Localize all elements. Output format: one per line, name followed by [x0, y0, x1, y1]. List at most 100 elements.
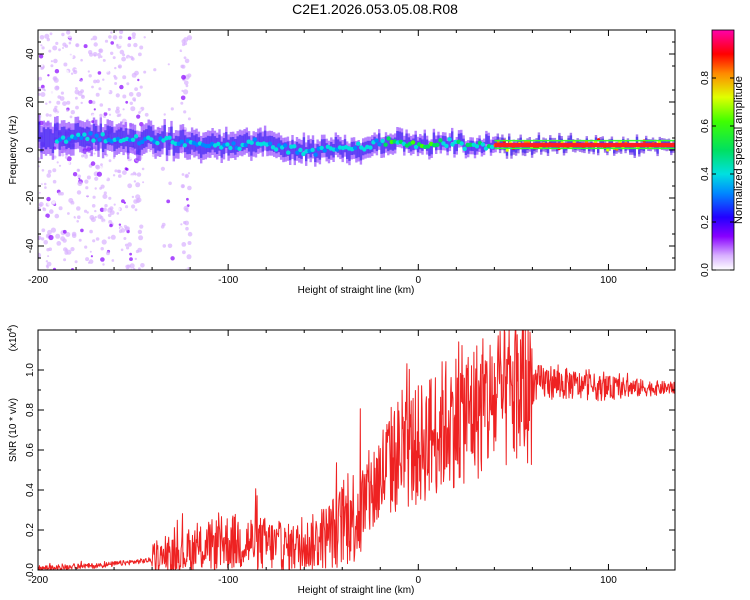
noise-dot — [84, 204, 89, 209]
noise-dot — [42, 87, 45, 91]
noise-dot — [143, 70, 147, 74]
noise-dot — [107, 236, 111, 240]
spectrogram-band-core — [120, 127, 123, 146]
spectrogram-band-core — [236, 136, 239, 152]
spectrogram-band-core — [88, 127, 91, 147]
spectrogram-band-core — [302, 137, 306, 152]
noise-dot — [136, 114, 141, 119]
noise-dot — [127, 183, 133, 189]
noise-dot — [113, 203, 116, 206]
noise-dot — [47, 91, 51, 95]
spectrogram-band-core — [238, 134, 242, 151]
ridge-point — [60, 135, 66, 140]
noise-dot — [73, 57, 79, 63]
noise-dot — [57, 112, 62, 117]
noise-dot — [108, 108, 111, 111]
noise-dot — [107, 213, 112, 218]
noise-dot — [183, 263, 189, 269]
noise-dot — [92, 195, 96, 199]
noise-dot — [65, 232, 71, 237]
noise-dot — [61, 153, 65, 157]
noise-dot — [75, 161, 80, 167]
noise-dot — [56, 161, 59, 164]
spectrogram-band-core — [530, 146, 534, 155]
noise-dot — [185, 174, 188, 178]
noise-dot — [127, 43, 132, 48]
noise-dot — [40, 237, 45, 241]
ridge-point — [133, 134, 139, 139]
noise-dot — [136, 92, 142, 97]
spectrogram-band-core — [642, 143, 646, 152]
noise-dot — [58, 175, 64, 181]
spectrogram-band-core — [457, 133, 461, 145]
noise-dot — [49, 209, 54, 214]
noise-dot — [63, 62, 68, 67]
noise-dot — [50, 227, 57, 233]
noise-dot — [44, 186, 47, 189]
noise-dot — [43, 216, 48, 222]
noise-dot — [49, 32, 53, 36]
spectrogram-band-core — [179, 130, 182, 148]
noise-dot — [114, 82, 118, 85]
noise-dot — [100, 257, 105, 262]
y-scale-multiplier: (x104) — [7, 325, 19, 352]
noise-dot — [76, 206, 81, 211]
noise-dot — [133, 199, 138, 204]
spectrogram-band-core — [165, 138, 169, 156]
ridge-point — [368, 145, 373, 150]
noise-dot — [41, 228, 46, 233]
noise-dot — [103, 54, 109, 60]
spectrogram-band-core — [40, 132, 43, 153]
ridge-point — [310, 147, 315, 153]
noise-dot — [89, 250, 92, 253]
noise-dot — [94, 216, 97, 219]
ridge-point — [127, 137, 133, 143]
noise-dot — [62, 47, 64, 49]
noise-dot — [54, 69, 60, 74]
spectrogram-band-core — [355, 145, 358, 159]
noise-dot — [52, 200, 56, 205]
noise-dot — [112, 190, 115, 193]
top-x-tick-label: -100 — [218, 275, 238, 286]
ridge-point — [298, 147, 303, 153]
noise-dot — [181, 184, 185, 188]
noise-dot — [52, 168, 57, 173]
ridge-point — [140, 139, 145, 145]
spectrogram-band-core — [597, 145, 600, 153]
spectrogram-band-core — [428, 144, 431, 156]
spectrogram-band-core — [172, 138, 175, 156]
colorbar-tick-label: 0.0 — [700, 263, 711, 277]
noise-dot — [92, 222, 97, 227]
noise-dot — [118, 223, 122, 226]
noise-dot — [94, 209, 97, 213]
spectrogram-band-core — [305, 147, 308, 162]
ridge-point — [362, 147, 367, 152]
noise-dot — [80, 205, 85, 209]
noise-dot — [61, 32, 65, 37]
spectrogram-band-core — [284, 142, 287, 157]
noise-dot — [104, 39, 109, 43]
ridge-point — [462, 146, 467, 151]
noise-dot — [131, 78, 137, 84]
noise-dot — [161, 222, 166, 227]
spectrogram-band-core — [323, 139, 326, 153]
noise-dot — [131, 57, 135, 61]
spectrogram-band-core — [398, 131, 401, 144]
noise-dot — [110, 234, 116, 240]
noise-dot — [181, 47, 186, 52]
noise-dot — [160, 166, 165, 171]
noise-dot — [82, 61, 88, 66]
spectrogram-band-core — [51, 133, 55, 154]
noise-dot — [129, 257, 133, 261]
noise-dot — [84, 90, 89, 95]
noise-dot — [81, 49, 85, 53]
noise-dot — [112, 56, 116, 60]
noise-dot — [58, 206, 63, 211]
spectrogram-band-core — [111, 127, 114, 146]
noise-dot — [184, 58, 190, 64]
noise-dot — [114, 169, 118, 173]
noise-dot — [129, 175, 135, 180]
spectrogram-band-core — [136, 136, 139, 155]
noise-dot — [86, 194, 89, 197]
noise-dot — [89, 229, 93, 234]
